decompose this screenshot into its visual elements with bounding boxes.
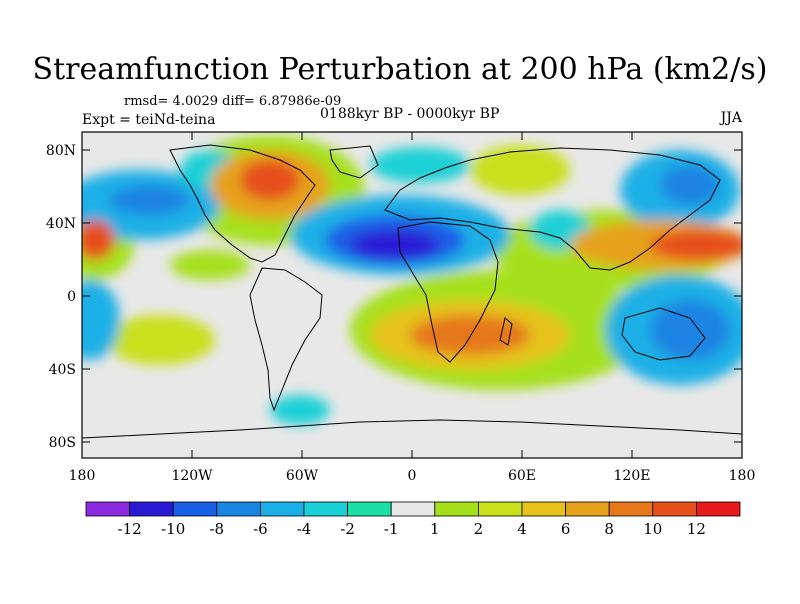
coastlines — [82, 144, 742, 439]
colorbar-label: -1 — [384, 520, 399, 538]
colorbar-label: 6 — [561, 520, 571, 538]
map-plot-area — [82, 132, 742, 458]
streamfunction-field — [82, 135, 742, 425]
lon-label-0: 0 — [408, 468, 417, 484]
colorbar-label: 4 — [517, 520, 527, 538]
season-label: JJA — [720, 110, 742, 126]
colorbar-swatch — [85, 501, 130, 517]
colorbar-swatch — [390, 501, 436, 517]
colorbar-label: 2 — [474, 520, 484, 538]
colorbar-swatch — [608, 501, 654, 517]
lat-label-0: 0 — [67, 289, 76, 305]
lon-axis: 180 120W 60W 0 60E 120E 180 — [69, 132, 756, 484]
colorbar-label: -10 — [161, 520, 185, 538]
colorbar-label: 8 — [604, 520, 614, 538]
colorbar-label: 10 — [643, 520, 662, 538]
experiment-label: Expt = teiNd-teina — [82, 112, 216, 128]
colorbar-swatch — [696, 501, 741, 517]
colorbar-swatch — [565, 501, 610, 517]
colorbar-label: -4 — [297, 520, 312, 538]
colorbar-label: -6 — [253, 520, 268, 538]
colorbar-label: -8 — [209, 520, 224, 538]
lon-label-120w: 120W — [171, 468, 213, 484]
colorbar-swatch — [347, 501, 392, 517]
colorbar-swatch — [129, 501, 174, 517]
lon-label-60e: 60E — [508, 468, 536, 484]
lon-label-60w: 60W — [286, 468, 319, 484]
colorbar-swatch — [259, 501, 305, 517]
colorbar-swatch — [477, 501, 523, 517]
colorbar-label: -12 — [118, 520, 142, 538]
colorbar: -12 -10 -8 -6 -4 -2 -1 1 2 4 6 8 10 12 — [85, 501, 741, 538]
colorbar-label: 12 — [687, 520, 706, 538]
lat-label-80n: 80N — [46, 143, 76, 159]
period-label: 0188kyr BP - 0000kyr BP — [320, 106, 500, 122]
colorbar-label: -2 — [340, 520, 355, 538]
colorbar-swatch — [434, 501, 479, 517]
lon-label-180w: 180 — [69, 468, 96, 484]
colorbar-swatch — [652, 501, 697, 517]
lat-label-40s: 40S — [49, 362, 76, 378]
rmsd-diff-stats: rmsd= 4.0029 diff= 6.87986e-09 — [124, 94, 342, 109]
colorbar-swatch — [521, 501, 566, 517]
lat-label-80s: 80S — [49, 435, 76, 451]
colorbar-swatch — [216, 501, 261, 517]
lon-label-120e: 120E — [614, 468, 651, 484]
lon-label-180e: 180 — [729, 468, 756, 484]
lat-axis: 80N 40N 0 40S 80S — [46, 143, 742, 451]
colorbar-swatch — [172, 501, 218, 517]
colorbar-label: 1 — [430, 520, 440, 538]
figure-title: Streamfunction Perturbation at 200 hPa (… — [32, 52, 768, 87]
colorbar-swatch — [303, 501, 348, 517]
lat-label-40n: 40N — [46, 216, 76, 232]
